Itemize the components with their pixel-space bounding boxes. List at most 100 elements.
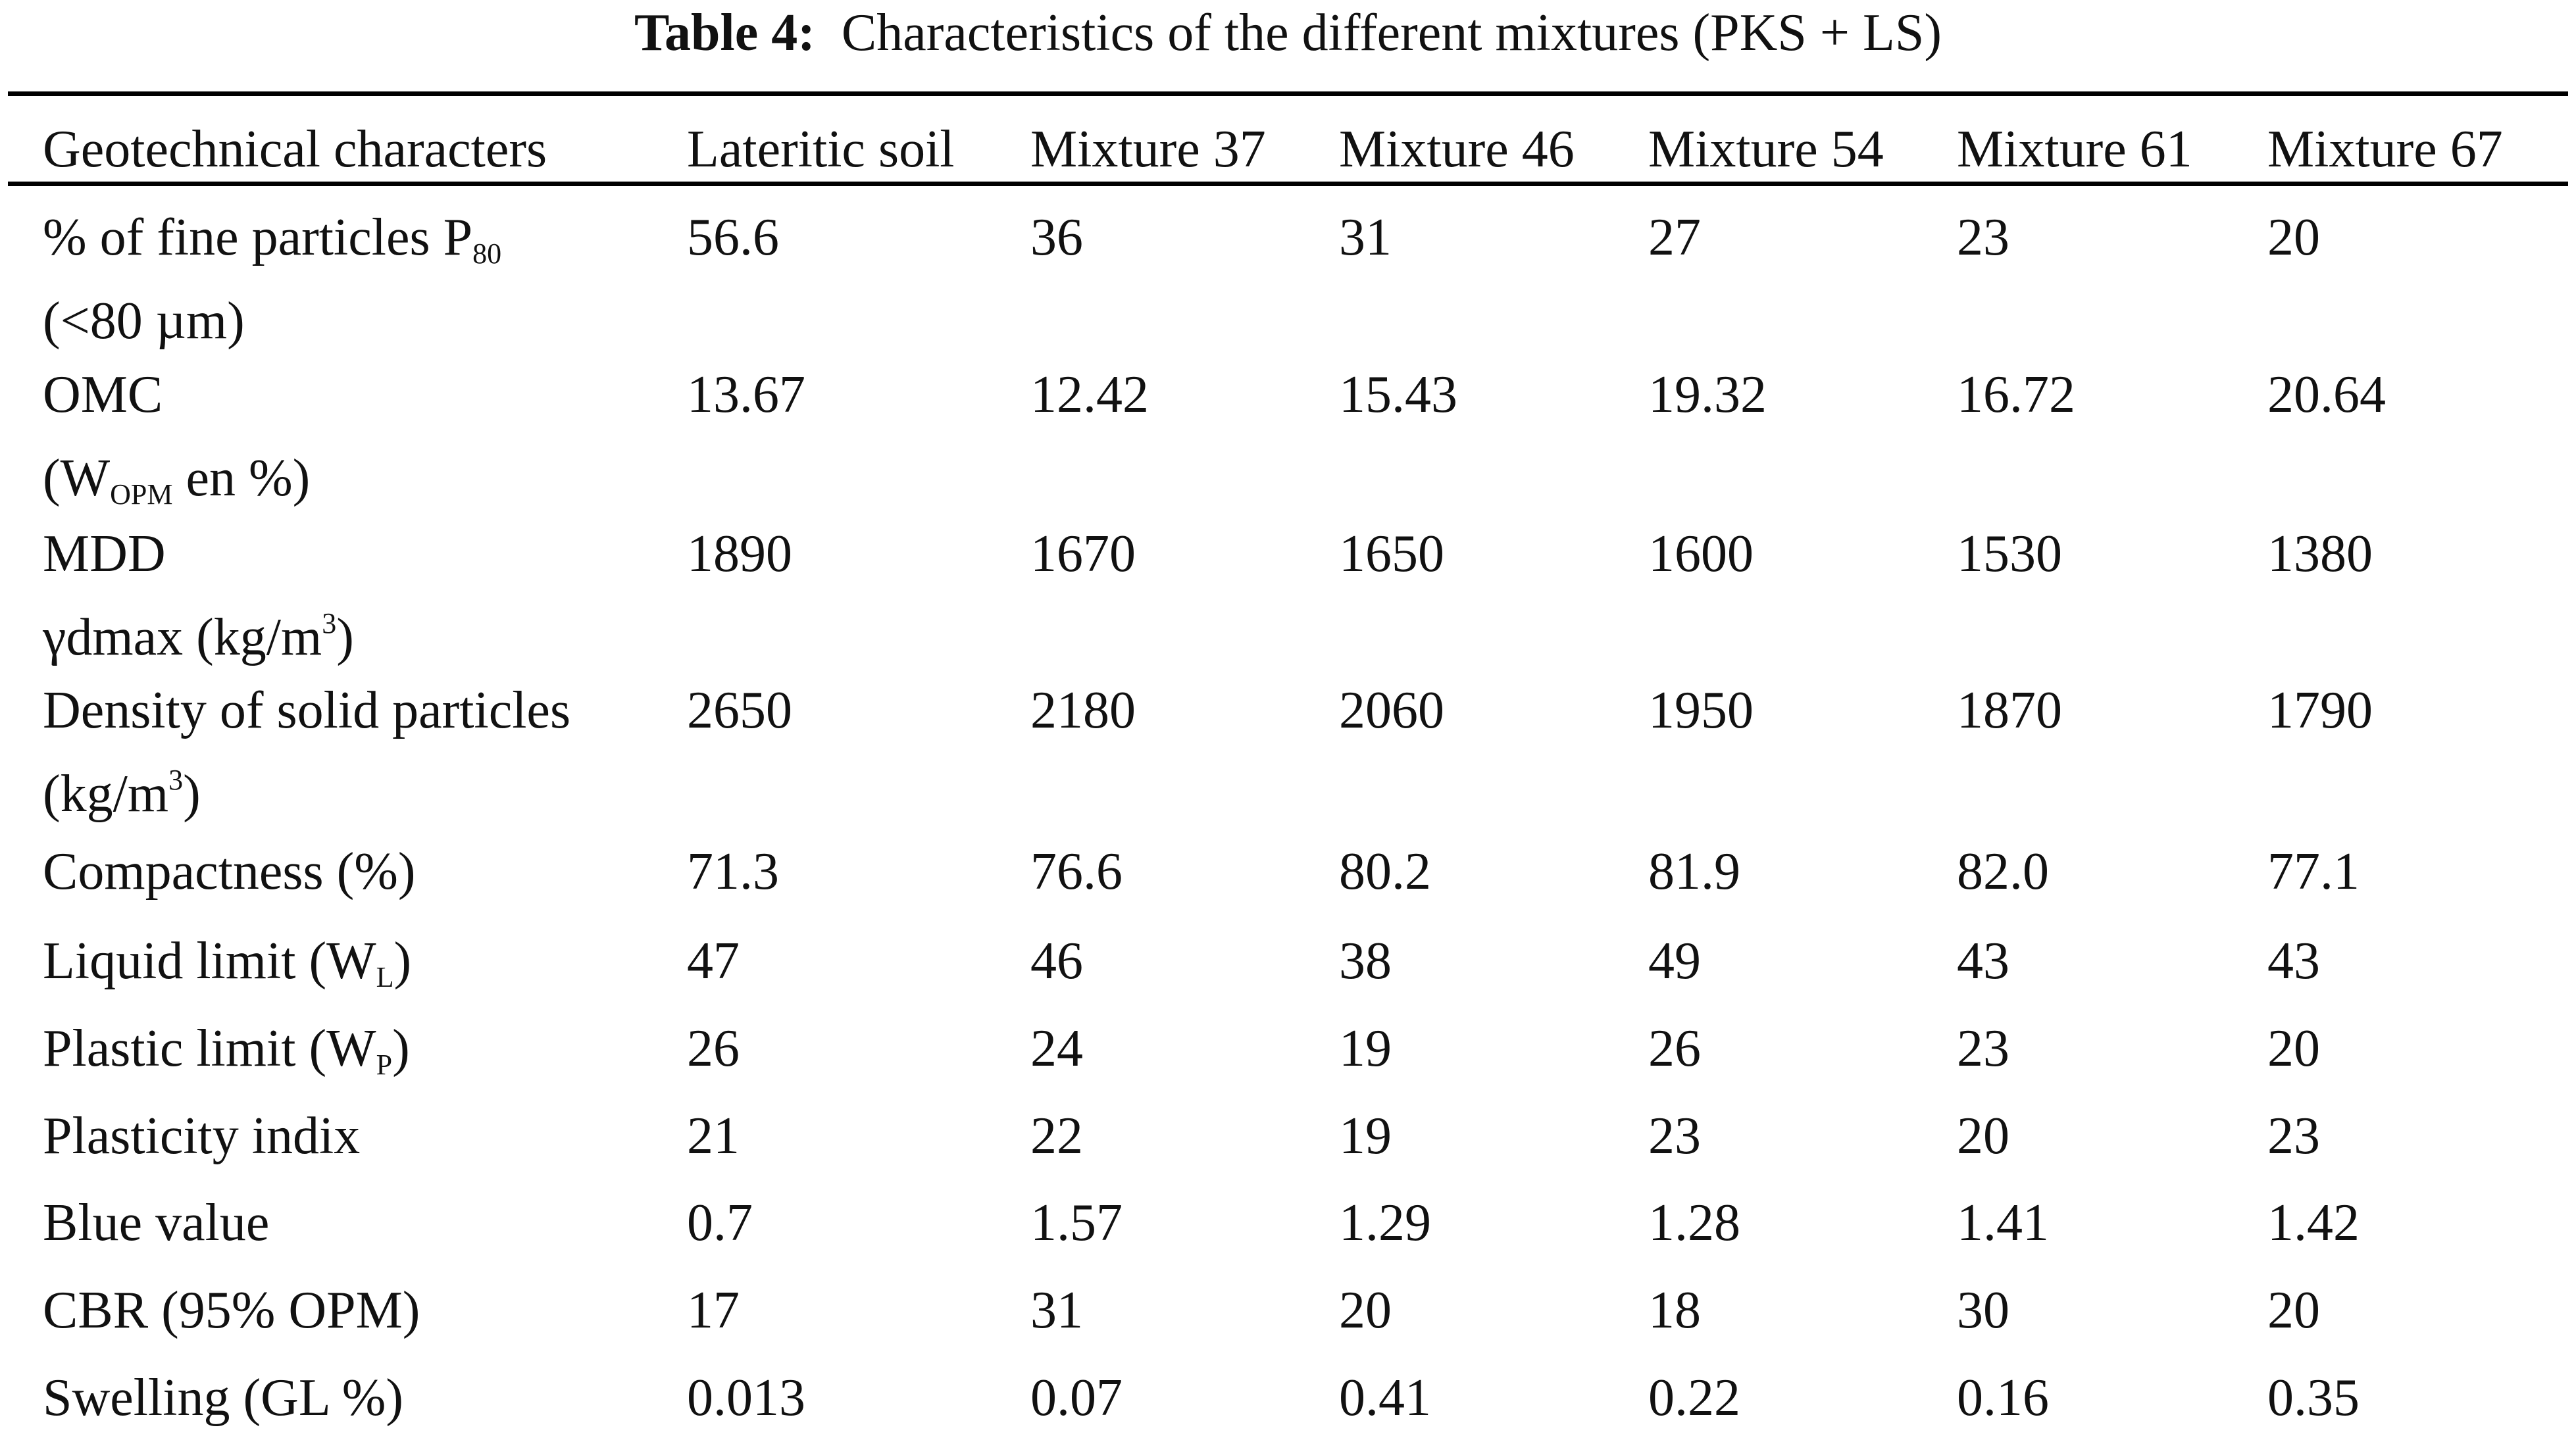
row-label: Swelling (GL %) xyxy=(43,1356,403,1440)
table-cell: 1.57 xyxy=(1030,1194,1123,1252)
table-cell: 20 xyxy=(2267,1020,2320,1078)
table-cell: 1600 xyxy=(1648,525,1754,583)
table-cell: 76.6 xyxy=(1030,843,1123,901)
column-header: Mixture 67 xyxy=(2267,120,2503,178)
table-cell: 1650 xyxy=(1339,525,1444,583)
table-cell: 80.2 xyxy=(1339,843,1431,901)
table-cell: 0.013 xyxy=(687,1369,805,1427)
label-text: OMC xyxy=(43,366,163,424)
table-cell: 38 xyxy=(1339,932,1392,990)
label-text: en %) xyxy=(172,449,311,507)
table-cell: 46 xyxy=(1030,932,1083,990)
label-text: (W xyxy=(43,449,111,507)
table-cell: 1380 xyxy=(2267,525,2373,583)
table-cell: 19 xyxy=(1339,1107,1392,1165)
table-cell: 1530 xyxy=(1957,525,2062,583)
table-cell: 49 xyxy=(1648,932,1701,990)
table-cell: 43 xyxy=(2267,932,2320,990)
table-cell: 36 xyxy=(1030,209,1083,266)
label-text: ) xyxy=(336,608,354,666)
table-cell: 0.35 xyxy=(2267,1369,2360,1427)
label-text: (kg/m xyxy=(43,765,169,823)
table-cell: 0.22 xyxy=(1648,1369,1740,1427)
column-header: Geotechnical characters xyxy=(43,120,547,178)
table-cell: 1.42 xyxy=(2267,1194,2360,1252)
row-label: Compactness (%) xyxy=(43,830,416,914)
table-cell: 26 xyxy=(1648,1020,1701,1078)
table-cell: 23 xyxy=(1957,209,2009,266)
table-cell: 1870 xyxy=(1957,682,2062,739)
row-label: Plastic limit (WP) xyxy=(43,1007,410,1091)
table-cell: 1890 xyxy=(687,525,792,583)
table-number: Table 4: xyxy=(634,4,815,62)
column-header: Mixture 37 xyxy=(1030,120,1266,178)
label-text: Blue value xyxy=(43,1194,270,1252)
row-label: % of fine particles P80 (<80 µm) xyxy=(43,196,501,363)
label-text: Swelling (GL %) xyxy=(43,1369,404,1427)
table-cell: 2180 xyxy=(1030,682,1136,739)
label-text: ) xyxy=(392,1020,410,1078)
table-cell: 24 xyxy=(1030,1020,1083,1078)
label-text: (<80 µm) xyxy=(43,292,245,350)
table-cell: 23 xyxy=(1648,1107,1701,1165)
label-text: Density of solid particles xyxy=(43,682,571,739)
column-header: Lateritic soil xyxy=(687,120,955,178)
table-cell: 71.3 xyxy=(687,843,779,901)
table-cell: 13.67 xyxy=(687,366,805,424)
table-cell: 20 xyxy=(2267,1281,2320,1339)
label-text: CBR (95% OPM) xyxy=(43,1281,420,1339)
table-cell: 77.1 xyxy=(2267,843,2360,901)
table-cell: 20 xyxy=(2267,209,2320,266)
table-cell: 43 xyxy=(1957,932,2009,990)
table-cell: 23 xyxy=(1957,1020,2009,1078)
label-text: MDD xyxy=(43,525,166,583)
row-label: Density of solid particles (kg/m3) xyxy=(43,669,570,836)
table-cell: 0.16 xyxy=(1957,1369,2049,1427)
table-cell: 20 xyxy=(1957,1107,2009,1165)
table-cell: 1790 xyxy=(2267,682,2373,739)
table-cell: 2060 xyxy=(1339,682,1444,739)
table-cell: 1950 xyxy=(1648,682,1754,739)
table-title: Table 4: Characteristics of the differen… xyxy=(0,0,2576,66)
table-cell: 82.0 xyxy=(1957,843,2049,901)
label-text: Liquid limit (W xyxy=(43,932,376,990)
table-cell: 19.32 xyxy=(1648,366,1767,424)
table-cell: 15.43 xyxy=(1339,366,1457,424)
label-text: % of fine particles P xyxy=(43,209,473,266)
table-cell: 18 xyxy=(1648,1281,1701,1339)
table-cell: 27 xyxy=(1648,209,1701,266)
table-caption: Characteristics of the different mixture… xyxy=(815,4,1942,62)
table-cell: 19 xyxy=(1339,1020,1392,1078)
subscript: P xyxy=(376,1049,393,1081)
table-cell: 0.7 xyxy=(687,1194,753,1252)
superscript: 3 xyxy=(168,764,184,796)
label-text: ) xyxy=(393,932,412,990)
table-cell: 22 xyxy=(1030,1107,1083,1165)
table-cell: 21 xyxy=(687,1107,740,1165)
subscript: L xyxy=(376,961,394,994)
table-cell: 26 xyxy=(687,1020,740,1078)
row-label: CBR (95% OPM) xyxy=(43,1269,420,1353)
table-cell: 31 xyxy=(1339,209,1392,266)
table-cell: 20.64 xyxy=(2267,366,2386,424)
table-cell: 23 xyxy=(2267,1107,2320,1165)
table-cell: 12.42 xyxy=(1030,366,1149,424)
subscript: 80 xyxy=(472,237,502,270)
label-text: Compactness (%) xyxy=(43,843,416,901)
column-header: Mixture 46 xyxy=(1339,120,1575,178)
column-header: Mixture 54 xyxy=(1648,120,1884,178)
subscript: OPM xyxy=(110,478,173,511)
table-cell: 16.72 xyxy=(1957,366,2075,424)
table-cell: 1.28 xyxy=(1648,1194,1740,1252)
table-cell: 17 xyxy=(687,1281,740,1339)
table-cell: 30 xyxy=(1957,1281,2009,1339)
table-cell: 1670 xyxy=(1030,525,1136,583)
row-label: Liquid limit (WL) xyxy=(43,920,411,1003)
row-label: MDD γdmax (kg/m3) xyxy=(43,512,354,680)
table-cell: 20 xyxy=(1339,1281,1392,1339)
superscript: 3 xyxy=(322,607,337,639)
table-cell: 47 xyxy=(687,932,740,990)
table-cell: 1.29 xyxy=(1339,1194,1431,1252)
row-label: Blue value xyxy=(43,1181,269,1265)
table-cell: 81.9 xyxy=(1648,843,1740,901)
